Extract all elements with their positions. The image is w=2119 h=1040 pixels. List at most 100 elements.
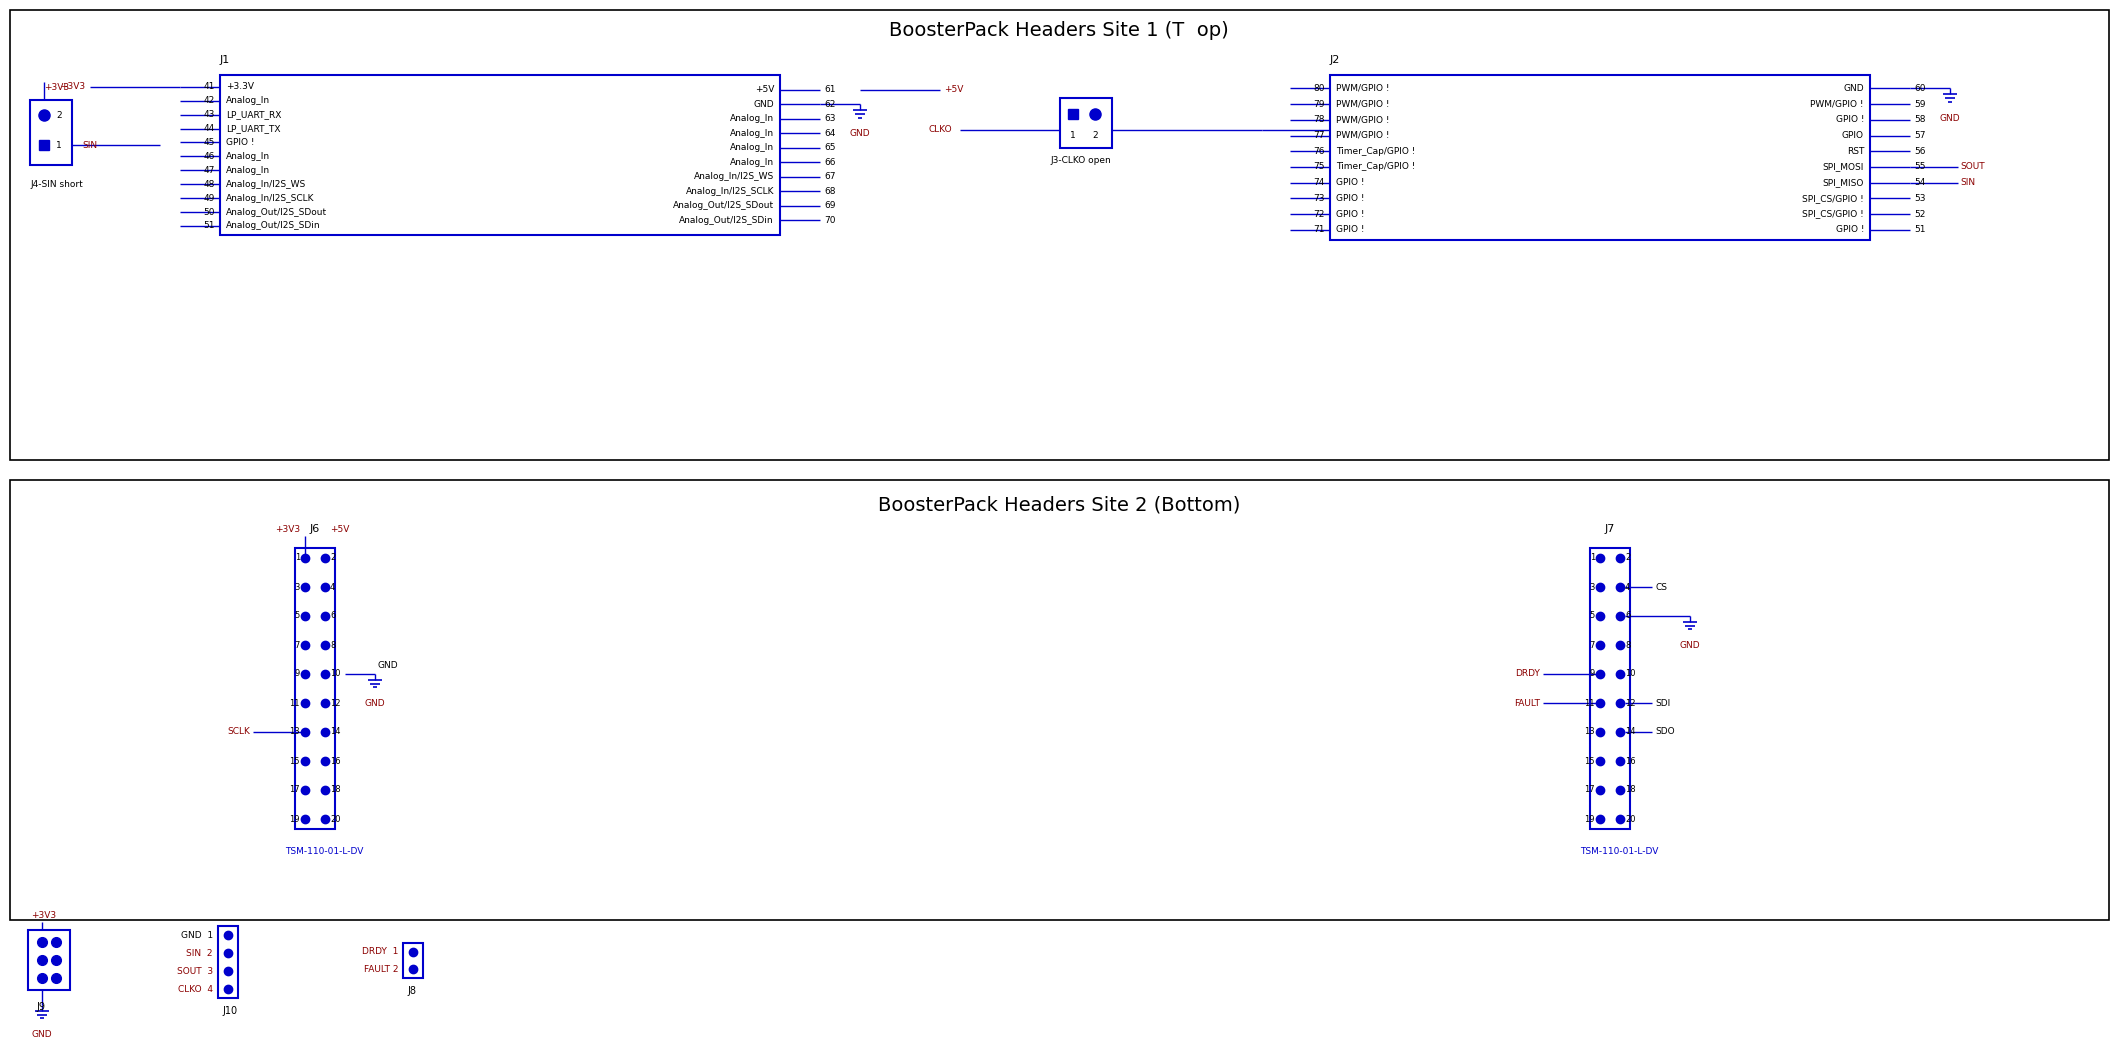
Text: 78: 78 bbox=[1314, 115, 1324, 125]
Text: 47: 47 bbox=[203, 165, 214, 175]
Text: SPI_CS/GPIO !: SPI_CS/GPIO ! bbox=[1803, 193, 1865, 203]
Bar bbox=[11, 10, 2108, 460]
Text: PWM/GPIO !: PWM/GPIO ! bbox=[1335, 131, 1390, 140]
Text: Analog_In/I2S_SCLK: Analog_In/I2S_SCLK bbox=[687, 187, 773, 196]
Bar bbox=[1589, 548, 1630, 829]
Text: 14: 14 bbox=[331, 728, 341, 736]
Text: Analog_In: Analog_In bbox=[227, 165, 269, 175]
Text: GPIO !: GPIO ! bbox=[1835, 115, 1865, 125]
Text: 49: 49 bbox=[203, 193, 214, 203]
Text: +5V: +5V bbox=[754, 85, 773, 94]
Text: J6: J6 bbox=[309, 524, 320, 534]
Text: SIN  2: SIN 2 bbox=[186, 948, 214, 958]
Text: 13: 13 bbox=[290, 728, 301, 736]
Text: GND: GND bbox=[850, 129, 871, 138]
Text: Analog_In/I2S_SCLK: Analog_In/I2S_SCLK bbox=[227, 193, 314, 203]
Text: SIN: SIN bbox=[83, 140, 97, 150]
Text: CLKO  4: CLKO 4 bbox=[178, 985, 214, 993]
Text: LP_UART_RX: LP_UART_RX bbox=[227, 110, 282, 120]
Text: CLKO: CLKO bbox=[928, 126, 951, 134]
Text: Analog_In: Analog_In bbox=[729, 114, 773, 123]
Text: 12: 12 bbox=[331, 699, 341, 707]
Text: J3-CLKO open: J3-CLKO open bbox=[1051, 156, 1110, 165]
Text: BoosterPack Headers Site 1 (T  op): BoosterPack Headers Site 1 (T op) bbox=[890, 21, 1229, 40]
Text: 64: 64 bbox=[824, 129, 835, 137]
Text: 2: 2 bbox=[331, 553, 335, 563]
Text: 12: 12 bbox=[1625, 699, 1636, 707]
Text: GPIO !: GPIO ! bbox=[227, 138, 254, 147]
Text: SDO: SDO bbox=[1655, 728, 1674, 736]
Text: TSM-110-01-L-DV: TSM-110-01-L-DV bbox=[1581, 847, 1659, 856]
Text: 62: 62 bbox=[824, 100, 835, 108]
Text: 77: 77 bbox=[1314, 131, 1324, 140]
Text: 60: 60 bbox=[1913, 84, 1926, 93]
Text: 43: 43 bbox=[203, 110, 214, 120]
Text: 6: 6 bbox=[1625, 612, 1630, 621]
Text: J9: J9 bbox=[36, 1002, 44, 1012]
Text: +3V3: +3V3 bbox=[44, 83, 70, 92]
Text: 2: 2 bbox=[1625, 553, 1630, 563]
Bar bbox=[28, 930, 70, 990]
Text: GND  1: GND 1 bbox=[180, 931, 214, 939]
Text: SCLK: SCLK bbox=[227, 728, 250, 736]
Text: GPIO !: GPIO ! bbox=[1335, 210, 1365, 218]
Text: +5V: +5V bbox=[943, 85, 964, 94]
Text: 17: 17 bbox=[290, 785, 301, 795]
Text: 46: 46 bbox=[203, 152, 214, 161]
Text: RST: RST bbox=[1846, 147, 1865, 156]
Text: TSM-110-01-L-DV: TSM-110-01-L-DV bbox=[284, 847, 362, 856]
Text: 1: 1 bbox=[1589, 553, 1596, 563]
Text: J8: J8 bbox=[407, 986, 415, 996]
Text: 8: 8 bbox=[331, 641, 335, 650]
Text: GND: GND bbox=[754, 100, 773, 108]
Text: GND: GND bbox=[364, 699, 386, 708]
Text: 15: 15 bbox=[290, 756, 301, 765]
Text: 9: 9 bbox=[1589, 670, 1596, 678]
Bar bbox=[30, 100, 72, 165]
Text: 67: 67 bbox=[824, 173, 835, 181]
Text: GND: GND bbox=[1939, 113, 1960, 123]
Text: 44: 44 bbox=[203, 124, 214, 133]
Text: FAULT: FAULT bbox=[1513, 699, 1541, 707]
Text: 2: 2 bbox=[55, 110, 61, 120]
Text: 3: 3 bbox=[1589, 582, 1596, 592]
Text: SIN: SIN bbox=[1960, 178, 1975, 187]
Bar bbox=[1331, 75, 1869, 240]
Text: 45: 45 bbox=[203, 138, 214, 147]
Text: 58: 58 bbox=[1913, 115, 1926, 125]
Text: +3.3V: +3.3V bbox=[227, 82, 254, 92]
Bar bbox=[403, 943, 424, 978]
Text: +3V3: +3V3 bbox=[275, 525, 301, 534]
Text: 74: 74 bbox=[1314, 178, 1324, 187]
Text: 71: 71 bbox=[1314, 226, 1324, 234]
Text: 4: 4 bbox=[331, 582, 335, 592]
Text: SOUT: SOUT bbox=[1960, 162, 1986, 172]
Text: +3V3: +3V3 bbox=[32, 911, 55, 920]
Text: 20: 20 bbox=[331, 814, 341, 824]
Text: GPIO !: GPIO ! bbox=[1335, 178, 1365, 187]
Text: Analog_In/I2S_WS: Analog_In/I2S_WS bbox=[227, 180, 307, 188]
Text: 59: 59 bbox=[1913, 100, 1926, 108]
Text: PWM/GPIO !: PWM/GPIO ! bbox=[1335, 84, 1390, 93]
Text: 9: 9 bbox=[295, 670, 301, 678]
Text: 11: 11 bbox=[1585, 699, 1596, 707]
Text: 20: 20 bbox=[1625, 814, 1636, 824]
Text: GPIO !: GPIO ! bbox=[1835, 226, 1865, 234]
Text: 19: 19 bbox=[290, 814, 301, 824]
Text: 69: 69 bbox=[824, 202, 835, 210]
Text: 65: 65 bbox=[824, 144, 835, 152]
Text: Timer_Cap/GPIO !: Timer_Cap/GPIO ! bbox=[1335, 162, 1415, 172]
Text: Analog_Out/I2S_SDout: Analog_Out/I2S_SDout bbox=[674, 202, 773, 210]
Text: SPI_CS/GPIO !: SPI_CS/GPIO ! bbox=[1803, 210, 1865, 218]
Text: 1: 1 bbox=[55, 140, 61, 150]
Text: FAULT 2: FAULT 2 bbox=[364, 964, 398, 973]
Text: 5: 5 bbox=[295, 612, 301, 621]
Text: GND: GND bbox=[1844, 84, 1865, 93]
Text: 19: 19 bbox=[1585, 814, 1596, 824]
Text: Analog_Out/I2S_SDin: Analog_Out/I2S_SDin bbox=[227, 222, 320, 231]
Text: 18: 18 bbox=[1625, 785, 1636, 795]
Text: 51: 51 bbox=[1913, 226, 1926, 234]
Text: 3: 3 bbox=[295, 582, 301, 592]
Text: 72: 72 bbox=[1314, 210, 1324, 218]
Text: 73: 73 bbox=[1314, 193, 1324, 203]
